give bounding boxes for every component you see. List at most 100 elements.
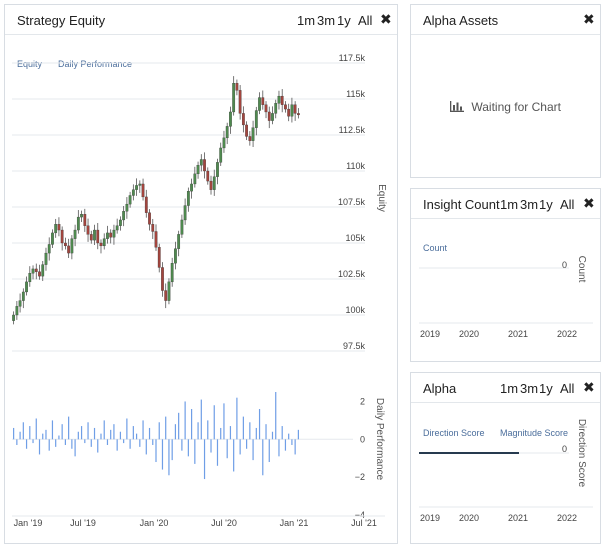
equity-candle bbox=[31, 268, 35, 274]
perf-bar bbox=[249, 422, 251, 440]
equity-y-tick: 117.5k bbox=[339, 53, 366, 63]
equity-candle bbox=[267, 111, 271, 121]
range-1y-button[interactable]: 1y bbox=[539, 197, 553, 212]
range-3m-button[interactable]: 3m bbox=[520, 197, 539, 212]
equity-candle bbox=[222, 137, 226, 149]
direction-score-axis-label: Direction Score bbox=[576, 419, 587, 488]
perf-bar bbox=[216, 439, 219, 466]
equity-candle bbox=[174, 248, 177, 264]
equity-candle bbox=[12, 314, 15, 321]
range-1m-button[interactable]: 1m bbox=[500, 197, 519, 212]
perf-bar bbox=[135, 433, 138, 440]
equity-candle bbox=[293, 104, 297, 114]
range-3m-button[interactable]: 3m bbox=[317, 13, 336, 28]
range-1y-button[interactable]: 1y bbox=[337, 13, 351, 28]
equity-candle bbox=[80, 214, 83, 218]
y-tick-0: 0 bbox=[562, 260, 567, 270]
perf-bar bbox=[61, 424, 63, 440]
perf-bar bbox=[242, 416, 244, 440]
alpha-panel: Alpha 1m 3m 1y All ✖ Direction Score Mag… bbox=[410, 372, 601, 544]
equity-candle bbox=[125, 203, 129, 212]
equity-candle bbox=[47, 244, 51, 254]
perf-bar bbox=[275, 392, 277, 440]
equity-candle bbox=[18, 300, 22, 307]
x-tick-2020: 2020 bbox=[459, 513, 479, 523]
perf-bar bbox=[29, 426, 31, 440]
equity-candle bbox=[73, 229, 77, 239]
perf-bar bbox=[291, 439, 293, 445]
perf-bar bbox=[38, 439, 41, 455]
perf-bar bbox=[255, 427, 257, 440]
equity-candle bbox=[67, 245, 71, 254]
insight-count-header: Insight Count 1m 3m 1y All ✖ bbox=[411, 189, 600, 219]
perf-bar bbox=[90, 439, 92, 447]
legend-direction-score[interactable]: Direction Score bbox=[423, 428, 485, 438]
equity-candle bbox=[86, 225, 90, 235]
range-1y-button[interactable]: 1y bbox=[539, 381, 553, 396]
equity-candle bbox=[161, 267, 164, 291]
equity-candle bbox=[83, 214, 87, 226]
range-all-button[interactable]: All bbox=[560, 197, 575, 212]
perf-bar bbox=[74, 439, 76, 457]
perf-bar bbox=[22, 422, 24, 440]
legend-daily-performance[interactable]: Daily Performance bbox=[58, 59, 132, 69]
equity-candle bbox=[93, 229, 96, 241]
equity-candle bbox=[138, 183, 142, 186]
equity-candle bbox=[38, 271, 41, 277]
perf-bar bbox=[246, 439, 248, 449]
perf-y-tick: 2 bbox=[360, 396, 365, 406]
close-icon[interactable]: ✖ bbox=[583, 379, 595, 395]
equity-candle bbox=[219, 147, 223, 163]
equity-candle bbox=[290, 104, 294, 117]
perf-bar bbox=[126, 418, 128, 440]
panel-title: Alpha Assets bbox=[423, 13, 499, 28]
perf-bar bbox=[288, 433, 290, 440]
equity-y-tick: 107.5k bbox=[338, 197, 366, 207]
perf-bar bbox=[223, 403, 225, 440]
alpha-chart: Direction Score Magnitude Score 0 2019 2… bbox=[419, 419, 593, 523]
perf-bar bbox=[174, 424, 177, 440]
perf-bar bbox=[239, 439, 241, 455]
equity-candle bbox=[245, 124, 248, 137]
equity-candle bbox=[196, 165, 200, 175]
perf-bar bbox=[123, 439, 125, 444]
legend-equity[interactable]: Equity bbox=[17, 59, 43, 69]
panel-title: Strategy Equity bbox=[17, 13, 106, 28]
range-3m-button[interactable]: 3m bbox=[520, 381, 539, 396]
close-icon[interactable]: ✖ bbox=[583, 195, 595, 211]
perf-bar bbox=[71, 439, 73, 449]
perf-bar bbox=[80, 426, 83, 440]
insight-count-panel: Insight Count 1m 3m 1y All ✖ Count 0 201… bbox=[410, 188, 601, 362]
equity-candle bbox=[64, 242, 67, 247]
range-all-button[interactable]: All bbox=[560, 381, 575, 396]
perf-bar bbox=[100, 433, 102, 440]
equity-candle bbox=[115, 225, 119, 231]
perf-bar bbox=[152, 439, 154, 445]
perf-bar bbox=[271, 431, 274, 440]
legend-count[interactable]: Count bbox=[423, 243, 448, 253]
equity-candle bbox=[41, 264, 45, 277]
perf-bar bbox=[284, 439, 287, 451]
y-tick-0: 0 bbox=[562, 444, 567, 454]
equity-candle bbox=[271, 113, 274, 121]
equity-candle bbox=[141, 183, 145, 198]
range-1m-button[interactable]: 1m bbox=[297, 13, 316, 28]
x-tick: Jan '20 bbox=[140, 518, 169, 528]
perf-bar bbox=[93, 427, 96, 440]
equity-candle bbox=[21, 291, 25, 301]
close-icon[interactable]: ✖ bbox=[380, 11, 392, 27]
range-1m-button[interactable]: 1m bbox=[500, 381, 519, 396]
perf-bar bbox=[97, 439, 99, 453]
perf-bar bbox=[165, 416, 167, 440]
range-all-button[interactable]: All bbox=[358, 13, 373, 28]
equity-candle bbox=[51, 232, 54, 245]
x-tick: Jan '21 bbox=[280, 518, 309, 528]
legend-magnitude-score[interactable]: Magnitude Score bbox=[500, 428, 568, 438]
perf-bar bbox=[158, 422, 160, 440]
close-icon[interactable]: ✖ bbox=[583, 11, 595, 27]
equity-candle bbox=[60, 229, 64, 244]
equity-candle bbox=[232, 83, 236, 113]
perf-bar bbox=[262, 439, 264, 476]
perf-bar bbox=[210, 439, 212, 453]
x-tick: Jul '20 bbox=[211, 518, 237, 528]
